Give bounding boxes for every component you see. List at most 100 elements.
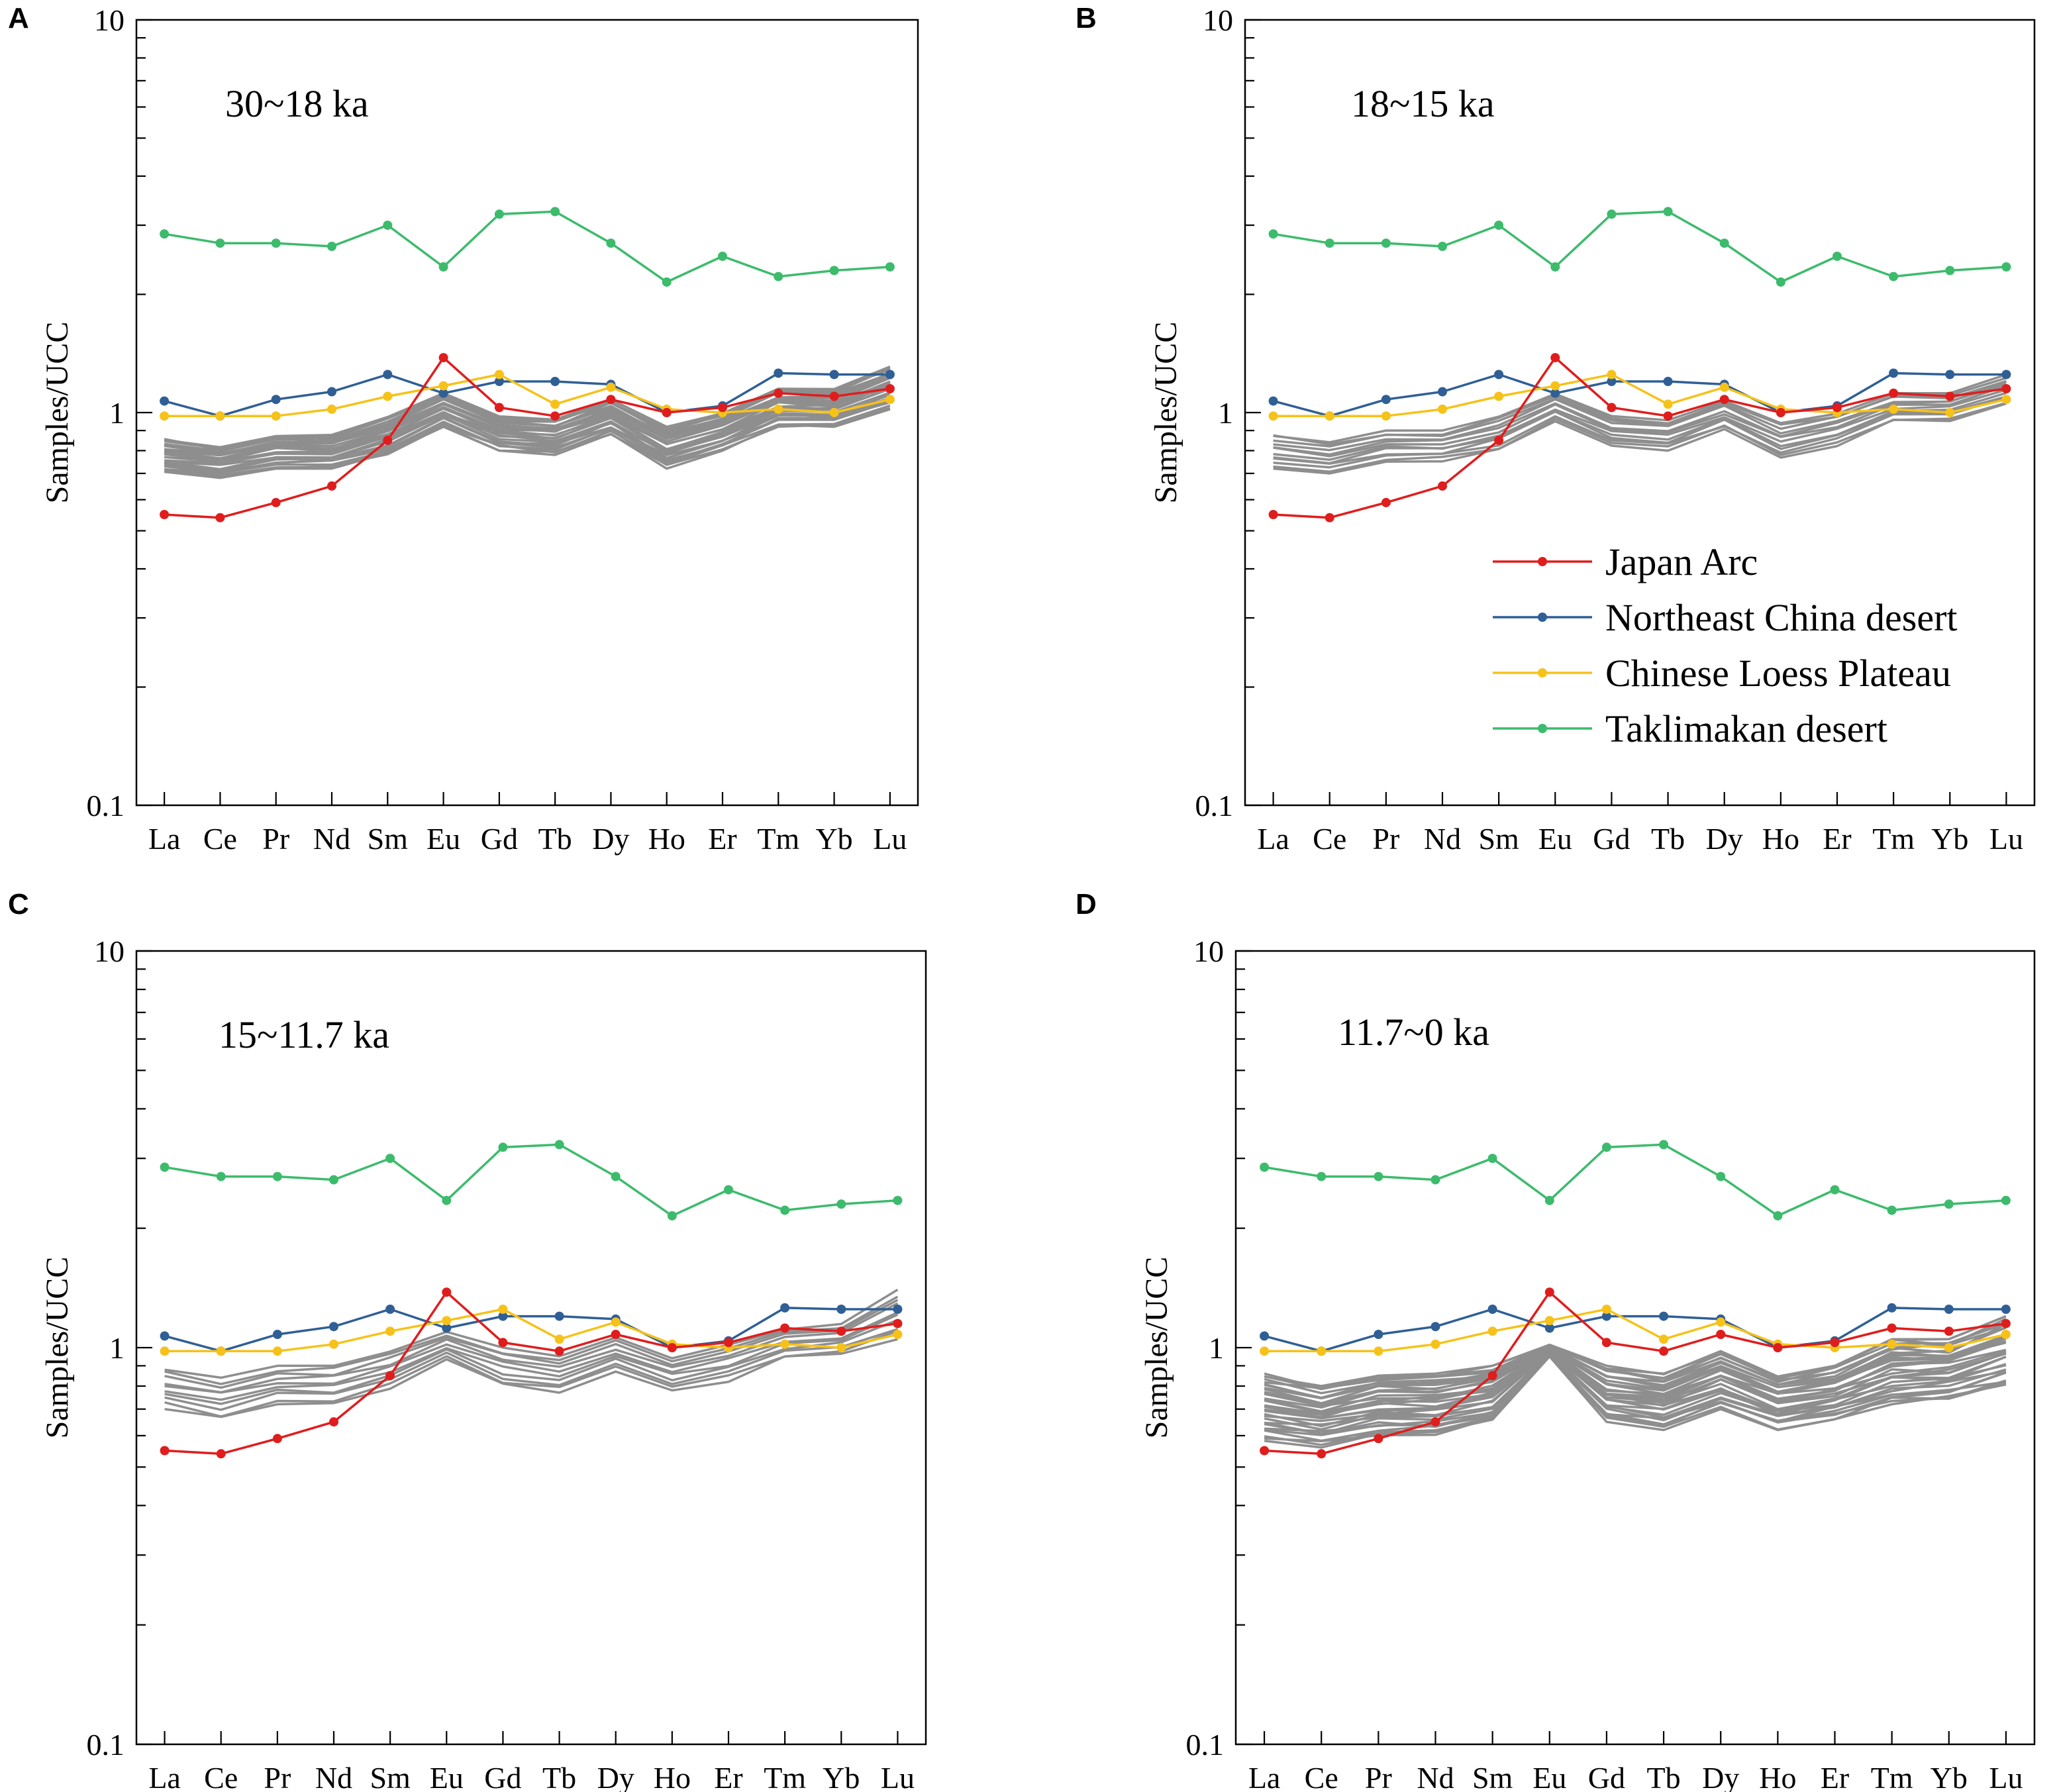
sample-line (164, 400, 891, 473)
point-chinese-loess-plateau-la (160, 1346, 170, 1356)
period-label: 15~11.7 ka (219, 1013, 389, 1056)
sample-line (164, 1330, 898, 1418)
point-chinese-loess-plateau-tb (1663, 399, 1673, 409)
point-northeast-china-desert-eu (1544, 1323, 1554, 1333)
sample-line (164, 1328, 898, 1411)
y-tick-label: 10 (94, 3, 125, 37)
period-label: 30~18 ka (225, 82, 369, 125)
sample-line (1273, 401, 2007, 473)
x-tick-label-er: Er (714, 1761, 742, 1792)
sample-line (164, 1313, 899, 1401)
x-tick-label-lu: Lu (881, 1761, 915, 1792)
x-tick-label-eu: Eu (430, 1761, 464, 1792)
point-taklimakan-desert-pr (1374, 1171, 1383, 1181)
point-japan-arc-pr (272, 1434, 282, 1444)
point-chinese-loess-plateau-pr (1381, 411, 1391, 421)
point-chinese-loess-plateau-dy (611, 1317, 621, 1327)
point-taklimakan-desert-eu (442, 1195, 452, 1205)
x-tick-label-lu: Lu (1989, 822, 2023, 856)
point-japan-arc-er (724, 1338, 733, 1348)
point-japan-arc-yb (836, 1326, 846, 1336)
x-tick-label-ho: Ho (1759, 1761, 1796, 1792)
sample-line (1273, 391, 2007, 465)
point-chinese-loess-plateau-tm (1889, 404, 1899, 414)
point-taklimakan-desert-la (160, 229, 170, 239)
point-taklimakan-desert-lu (2001, 1195, 2011, 1205)
point-taklimakan-desert-ho (1773, 1211, 1783, 1220)
point-northeast-china-desert-eu (1550, 388, 1560, 398)
sample-line (164, 1295, 899, 1385)
point-japan-arc-ce (1317, 1449, 1327, 1459)
sample-line (164, 383, 891, 463)
point-northeast-china-desert-gd (498, 1311, 508, 1321)
point-taklimakan-desert-tb (1659, 1140, 1669, 1150)
point-japan-arc-nd (1430, 1417, 1440, 1427)
sample-line (1264, 1352, 2007, 1426)
sample-line (164, 1299, 899, 1389)
point-chinese-loess-plateau-tb (554, 1334, 564, 1344)
point-taklimakan-desert-er (718, 252, 727, 261)
point-chinese-loess-plateau-gd (1601, 1305, 1611, 1314)
point-japan-arc-dy (606, 395, 616, 405)
point-chinese-loess-plateau-sm (1494, 391, 1504, 401)
point-chinese-loess-plateau-eu (1544, 1316, 1554, 1326)
sample-line (1264, 1353, 2007, 1435)
point-taklimakan-desert-ho (662, 277, 672, 287)
point-chinese-loess-plateau-ce (1317, 1346, 1327, 1356)
series-line-japan-arc (1264, 1291, 2007, 1456)
series-line-northeast-china-desert (1273, 372, 2007, 417)
point-taklimakan-desert-pr (272, 1171, 282, 1181)
point-chinese-loess-plateau-tm (1887, 1339, 1897, 1349)
x-tick-label-gd: Gd (481, 822, 518, 856)
point-northeast-china-desert-tm (1889, 368, 1899, 378)
point-taklimakan-desert-eu (1550, 262, 1560, 272)
point-chinese-loess-plateau-tb (550, 399, 560, 409)
sample-line (1273, 385, 2007, 458)
point-northeast-china-desert-la (160, 1331, 170, 1341)
point-taklimakan-desert-gd (1601, 1142, 1611, 1152)
point-japan-arc-ho (1773, 1343, 1783, 1352)
point-northeast-china-desert-la (160, 396, 170, 406)
point-northeast-china-desert-tb (550, 377, 560, 386)
point-taklimakan-desert-tm (774, 272, 783, 281)
point-northeast-china-desert-nd (1430, 1322, 1440, 1332)
series-japan-arc (1268, 353, 2011, 523)
sample-line (1264, 1352, 2007, 1431)
y-axis-title: Samples/UCC (40, 322, 75, 504)
panel-letter: B (1076, 2, 1097, 34)
point-taklimakan-desert-nd (1430, 1175, 1440, 1185)
point-taklimakan-desert-sm (1487, 1154, 1497, 1164)
series-japan-arc (1260, 1287, 2011, 1459)
point-chinese-loess-plateau-dy (1719, 382, 1729, 392)
sample-line (164, 380, 891, 460)
x-tick-label-ce: Ce (203, 822, 237, 856)
panel-a: A 0.1 1 10 La Ce Pr Nd Sm Eu Gd Tb Dy Ho Er Tm Yb Lu Sampl… (8, 2, 919, 856)
point-northeast-china-desert-tb (554, 1311, 564, 1321)
point-northeast-china-desert-gd (494, 377, 504, 386)
x-tick-label-la: La (1248, 1761, 1281, 1792)
x-tick-label-tm: Tm (1871, 1761, 1913, 1792)
legend: Japan Arc Northeast China desert Chinese L… (1493, 540, 1958, 750)
point-taklimakan-desert-er (1830, 1185, 1840, 1195)
point-taklimakan-desert-gd (494, 209, 504, 219)
x-tick-label-ho: Ho (648, 822, 685, 856)
point-japan-arc-dy (1719, 395, 1729, 405)
point-japan-arc-dy (611, 1330, 621, 1339)
y-tick-label: 10 (1193, 934, 1224, 968)
legend-label-japan-arc: Japan Arc (1605, 540, 1758, 583)
point-japan-arc-eu (1544, 1287, 1554, 1297)
series-line-chinese-loess-plateau (1273, 373, 2007, 417)
point-chinese-loess-plateau-eu (442, 1316, 452, 1326)
point-northeast-china-desert-lu (2001, 370, 2011, 379)
point-chinese-loess-plateau-nd (327, 404, 336, 414)
point-northeast-china-desert-tm (780, 1303, 790, 1313)
point-japan-arc-la (160, 510, 170, 519)
series-line-chinese-loess-plateau (164, 373, 891, 417)
legend-label-chinese-loess-plateau: Chinese Loess Plateau (1605, 652, 1951, 695)
point-northeast-china-desert-yb (1944, 1305, 1954, 1314)
point-taklimakan-desert-ho (667, 1211, 677, 1220)
point-northeast-china-desert-yb (836, 1305, 846, 1314)
y-tick-label: 0.1 (87, 1728, 125, 1762)
point-northeast-china-desert-yb (1945, 370, 1955, 379)
point-chinese-loess-plateau-tm (780, 1339, 790, 1349)
